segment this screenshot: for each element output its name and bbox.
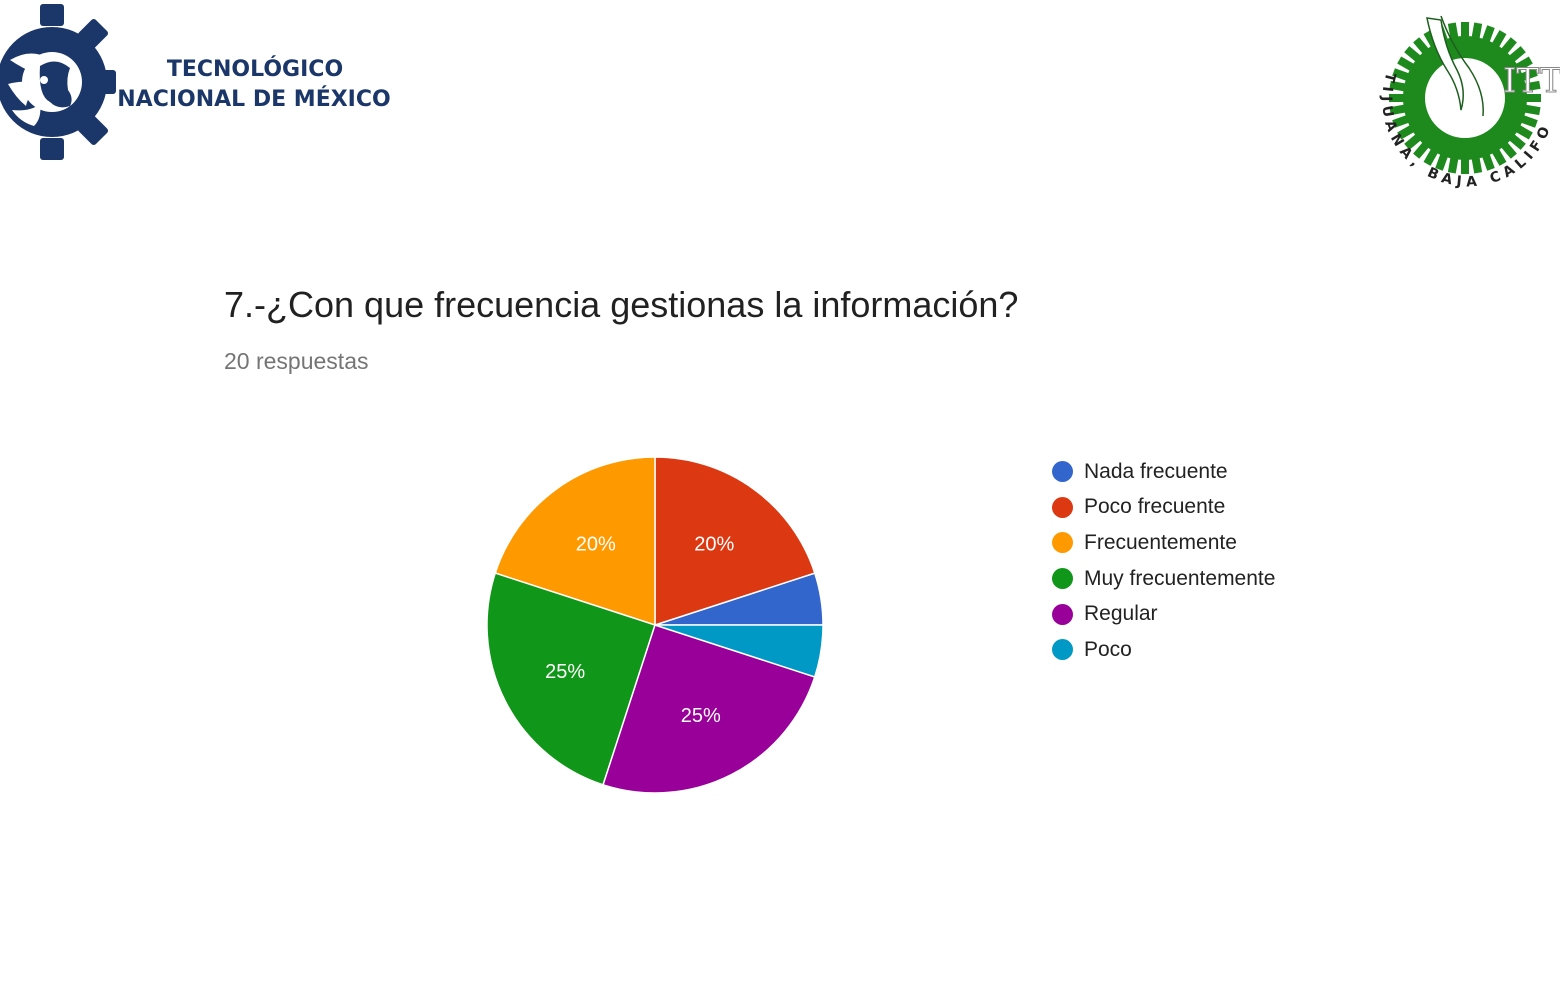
legend-label: Muy frecuentemente [1084, 566, 1276, 590]
slice-label-muy-frecuentemente: 25% [545, 661, 585, 683]
legend-label: Regular [1084, 602, 1158, 626]
pie-slice-poco [654, 624, 824, 678]
legend-item: Poco frecuente [1052, 490, 1275, 526]
slice-label-frecuentemente: 20% [576, 533, 616, 555]
legend-item: Muy frecuentemente [1052, 561, 1275, 597]
legend-swatch [1052, 532, 1073, 554]
response-count: 20 respuestas [224, 348, 369, 374]
legend-swatch [1052, 639, 1073, 661]
tecnm-logo-line1: TECNOLÓGICO [167, 56, 343, 82]
pie-chart: 20% 20% 25% 25% [486, 456, 824, 794]
legend-item: Frecuentemente [1052, 525, 1275, 561]
legend-label: Nada frecuente [1084, 459, 1228, 483]
slice-label-poco-frecuente: 20% [694, 533, 734, 555]
pie-slice-regular [602, 624, 816, 794]
pie-slice-frecuentemente [494, 456, 656, 627]
legend-swatch [1052, 496, 1073, 518]
legend-label: Frecuentemente [1084, 530, 1237, 554]
legend-label: Poco [1084, 637, 1132, 661]
itt-logo-mark: ITT [1503, 61, 1560, 101]
legend-item: Nada frecuente [1052, 454, 1275, 490]
chart-legend: Nada frecuente Poco frecuente Frecuentemen… [1052, 454, 1275, 668]
legend-item: Regular [1052, 596, 1275, 632]
legend-swatch [1052, 461, 1073, 483]
pie-slice-poco-frecuente [654, 456, 816, 627]
chart-title: 7.-¿Con que frecuencia gestionas la info… [224, 284, 1019, 325]
legend-swatch [1052, 568, 1073, 590]
legend-item: Poco [1052, 632, 1275, 668]
tecnm-gear-icon: TECNOLÓGICO NACIONAL DE MÉXICO [0, 4, 391, 160]
tecnm-logo: TECNOLÓGICO NACIONAL DE MÉXICO [0, 0, 391, 170]
itt-tijuana-logo: ITT TIJUANA, BAJA CALIFORNIA [1357, 0, 1564, 195]
legend-swatch [1052, 603, 1073, 625]
legend-label: Poco frecuente [1084, 495, 1226, 519]
tecnm-logo-line2: NACIONAL DE MÉXICO [117, 86, 390, 112]
pie-slice-muy-frecuentemente [486, 572, 656, 786]
slice-label-regular: 25% [681, 705, 721, 727]
itt-gear-icon: ITT TIJUANA, BAJA CALIFORNIA [1357, 0, 1564, 191]
